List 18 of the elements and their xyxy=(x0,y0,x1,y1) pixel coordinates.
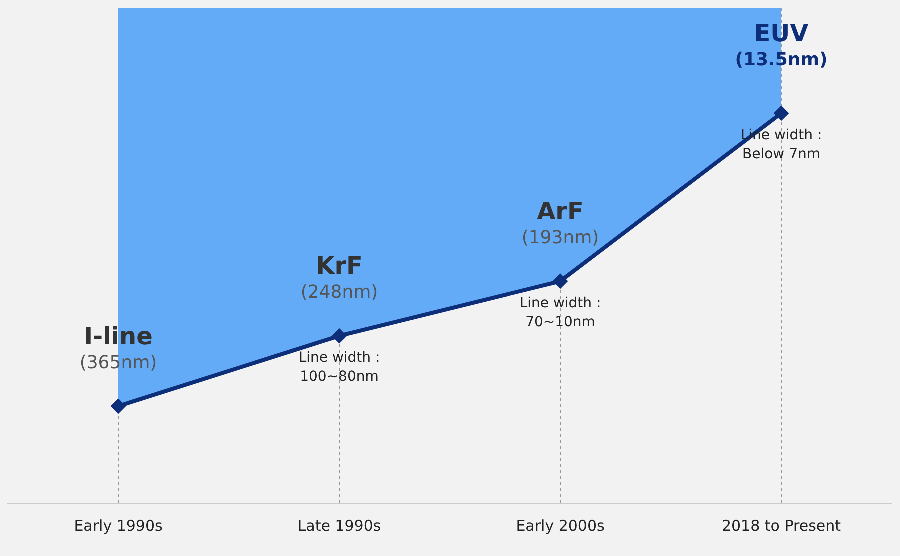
annotation: (13.5nm) xyxy=(735,49,828,70)
annotation: (248nm) xyxy=(300,282,378,304)
annotation: 100~80nm xyxy=(300,369,379,386)
annotation: ArF xyxy=(537,197,584,226)
x-tick-label: Early 2000s xyxy=(516,516,605,535)
point xyxy=(332,328,347,344)
x-tick-label: Early 1990s xyxy=(74,516,163,535)
x-tick-label: Late 1990s xyxy=(298,516,382,535)
point xyxy=(553,274,568,289)
x-tick-label: 2018 to Present xyxy=(722,516,842,535)
annotation: (193nm) xyxy=(522,227,600,248)
annotation: Line width : xyxy=(298,350,380,366)
annotation: Line width : xyxy=(520,295,602,312)
annotation: 70~10nm xyxy=(526,314,596,330)
point xyxy=(774,106,789,121)
annotation: Below 7nm xyxy=(742,146,820,162)
annotation: KrF xyxy=(316,252,363,280)
point xyxy=(111,398,126,414)
